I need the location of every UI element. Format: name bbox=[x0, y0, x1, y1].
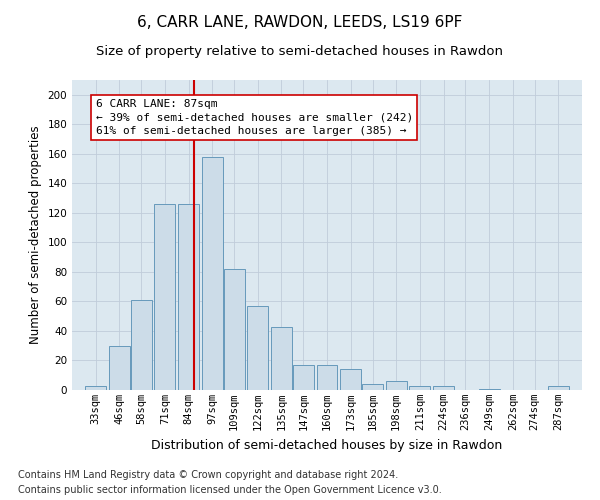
Bar bbox=[247, 306, 268, 390]
Bar bbox=[479, 388, 500, 390]
Bar bbox=[362, 384, 383, 390]
Bar bbox=[340, 370, 361, 390]
Bar bbox=[154, 204, 175, 390]
Bar bbox=[293, 365, 314, 390]
X-axis label: Distribution of semi-detached houses by size in Rawdon: Distribution of semi-detached houses by … bbox=[151, 438, 503, 452]
Bar bbox=[548, 386, 569, 390]
Bar bbox=[224, 269, 245, 390]
Text: 6 CARR LANE: 87sqm
← 39% of semi-detached houses are smaller (242)
61% of semi-d: 6 CARR LANE: 87sqm ← 39% of semi-detache… bbox=[95, 99, 413, 136]
Text: Contains HM Land Registry data © Crown copyright and database right 2024.: Contains HM Land Registry data © Crown c… bbox=[18, 470, 398, 480]
Bar bbox=[109, 346, 130, 390]
Bar bbox=[386, 381, 407, 390]
Text: Contains public sector information licensed under the Open Government Licence v3: Contains public sector information licen… bbox=[18, 485, 442, 495]
Bar bbox=[85, 386, 106, 390]
Bar bbox=[131, 300, 152, 390]
Text: 6, CARR LANE, RAWDON, LEEDS, LS19 6PF: 6, CARR LANE, RAWDON, LEEDS, LS19 6PF bbox=[137, 15, 463, 30]
Bar bbox=[409, 386, 430, 390]
Bar bbox=[317, 365, 337, 390]
Text: Size of property relative to semi-detached houses in Rawdon: Size of property relative to semi-detach… bbox=[97, 45, 503, 58]
Bar bbox=[271, 326, 292, 390]
Bar bbox=[433, 386, 454, 390]
Bar bbox=[178, 204, 199, 390]
Y-axis label: Number of semi-detached properties: Number of semi-detached properties bbox=[29, 126, 42, 344]
Bar bbox=[202, 157, 223, 390]
